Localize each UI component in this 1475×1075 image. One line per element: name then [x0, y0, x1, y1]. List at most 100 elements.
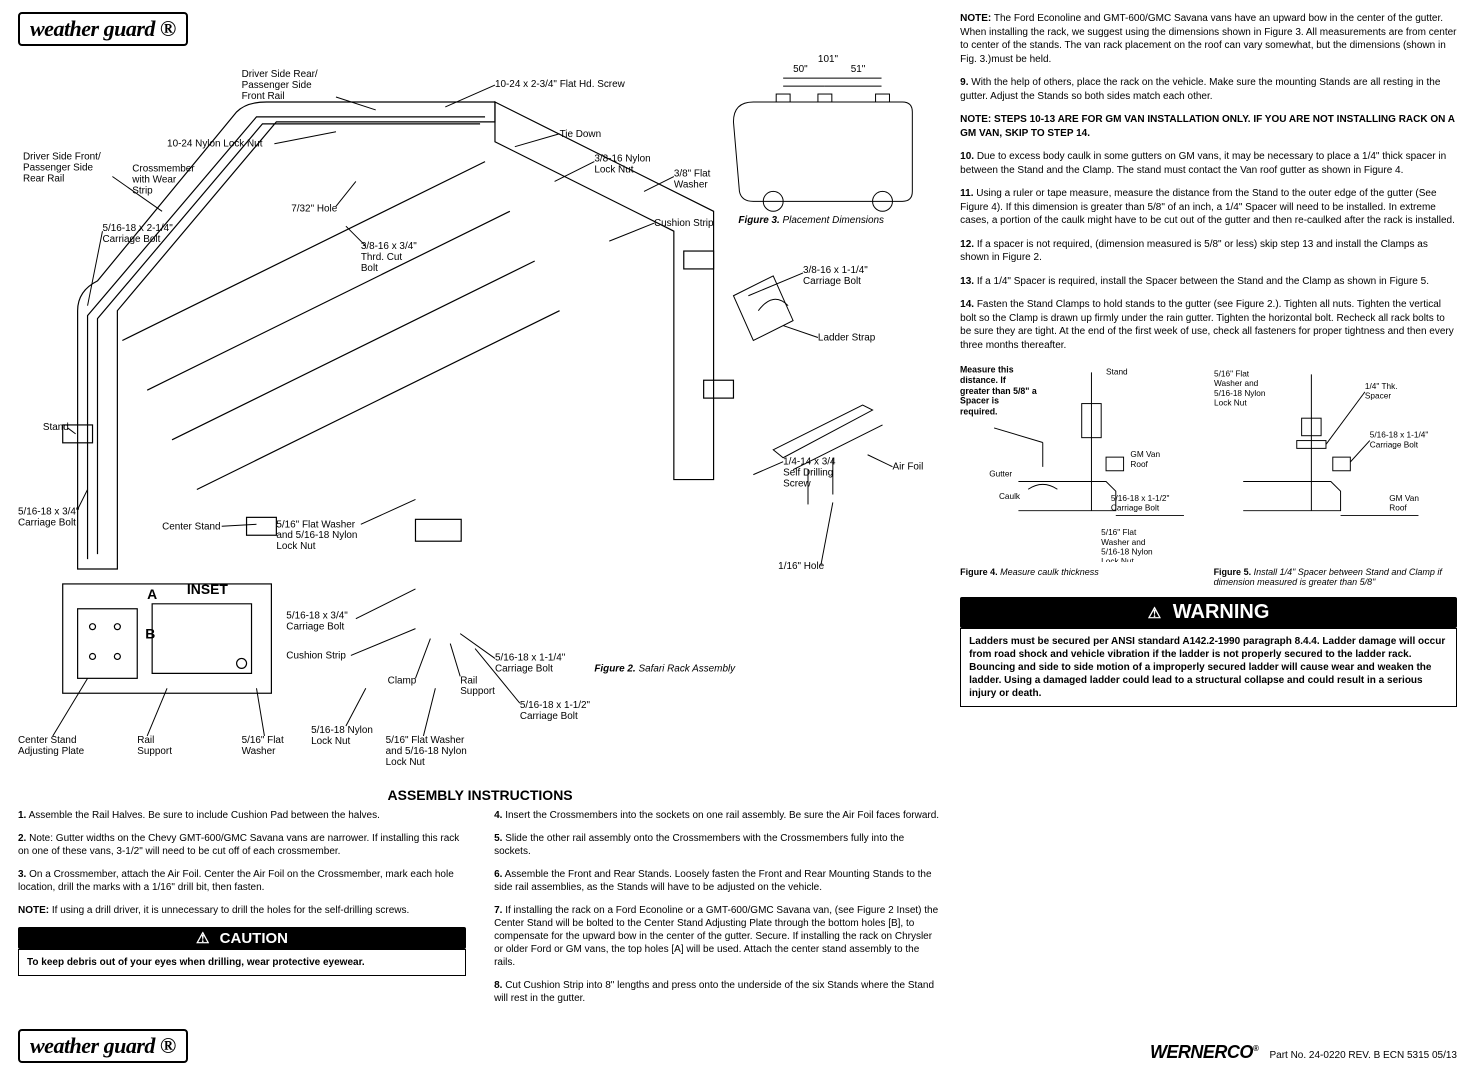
step-3: 3. On a Crossmember, attach the Air Foil… — [18, 868, 466, 894]
note-ford: NOTE: The Ford Econoline and GMT-600/GMC… — [960, 12, 1457, 66]
step-note-drill: NOTE: If using a drill driver, it is unn… — [18, 904, 466, 917]
page: weather guard ® — [18, 12, 1457, 1015]
lbl-516-flat-b: 5/16" FlatWasher — [242, 735, 284, 757]
lbl-stand: Stand — [43, 422, 69, 433]
lbl-516-nylon-b: 5/16-18 NylonLock Nut — [311, 725, 373, 747]
step-8: 8. Cut Cushion Strip into 8" lengths and… — [494, 979, 942, 1005]
lbl-rail-support-b: RailSupport — [137, 735, 172, 757]
caution-body: To keep debris out of your eyes when dri… — [18, 949, 466, 976]
step-1: 1. Assemble the Rail Halves. Be sure to … — [18, 809, 466, 822]
fig4-caption: Figure 4. Measure caulk thickness — [960, 567, 1203, 577]
warning-banner: ⚠ WARNING — [960, 597, 1457, 628]
wernerco-logo: WERNERCO® — [1150, 1042, 1258, 1062]
lbl-clamp: Clamp — [388, 675, 417, 686]
step-7: 7. If installing the rack on a Ford Econ… — [494, 904, 942, 969]
lbl-fig3: Figure 3. Placement Dimensions — [738, 215, 884, 226]
main-diagram: Driver Side Rear/Passenger SideFront Rai… — [18, 50, 942, 780]
note-gm-only: NOTE: STEPS 10-13 ARE FOR GM VAN INSTALL… — [960, 113, 1457, 140]
fig4-caulk-label: Caulk — [999, 492, 1021, 501]
lbl-thrd-cut: 3/8-16 x 3/4"Thrd. CutBolt — [361, 241, 417, 274]
fig5-caption: Figure 5. Install 1/4" Spacer between St… — [1214, 567, 1457, 587]
lbl-tie-down: Tie Down — [560, 129, 602, 140]
figure-5-box: 5/16" FlatWasher and5/16-18 NylonLock Nu… — [1214, 362, 1457, 587]
lbl-center-adj: Center StandAdjusting Plate — [18, 735, 85, 757]
caution-label: CAUTION — [220, 930, 288, 947]
svg-text:GM VanRoof: GM VanRoof — [1131, 450, 1161, 469]
step-2: 2. Note: Gutter widths on the Chevy GMT-… — [18, 832, 466, 858]
lbl-self-drill: 1/4-14 x 3/4Self DrillingScrew — [783, 457, 836, 490]
step-13: 13. If a 1/4" Spacer is required, instal… — [960, 275, 1457, 289]
assembly-instructions-heading: ASSEMBLY INSTRUCTIONS — [18, 787, 942, 803]
lbl-letter-a: A — [147, 586, 157, 602]
lbl-516-34b: 5/16-18 x 3/4"Carriage Bolt — [286, 611, 348, 633]
lbl-crossmember: Crossmemberwith WearStrip — [131, 164, 195, 197]
fig4-stand-label: Stand — [1106, 367, 1128, 376]
lbl-driver-side-front: Driver Side Front/Passenger SideRear Rai… — [23, 152, 101, 185]
figure-4-svg: Measure this distance. If greater than 5… — [960, 362, 1203, 562]
lbl-driver-side-rear: Driver Side Rear/Passenger SideFront Rai… — [242, 69, 318, 102]
lbl-center-stand: Center Stand — [162, 521, 220, 532]
caution-banner: ⚠ CAUTION — [18, 927, 466, 949]
step-10: 10. Due to excess body caulk in some gut… — [960, 150, 1457, 177]
footer-right: WERNERCO® Part No. 24-0220 REV. B ECN 53… — [1150, 1042, 1457, 1063]
lbl-letter-b: B — [145, 626, 155, 642]
svg-text:1/4" Thk.Spacer: 1/4" Thk.Spacer — [1364, 382, 1397, 401]
lbl-516-flat-note: 5/16" Flat Washerand 5/16-18 NylonLock N… — [276, 519, 357, 552]
step-6: 6. Assemble the Front and Rear Stands. L… — [494, 868, 942, 894]
svg-text:5/16-18 x 1-1/2"Carriage Bolt: 5/16-18 x 1-1/2"Carriage Bolt — [1111, 494, 1170, 513]
step-14: 14. Fasten the Stand Clamps to hold stan… — [960, 298, 1457, 352]
lbl-516-34a: 5/16-18 x 3/4"Carriage Bolt — [18, 506, 80, 528]
brand-trademark: ® — [160, 16, 176, 41]
step-9: 9. With the help of others, place the ra… — [960, 76, 1457, 103]
lbl-van-51: 51" — [851, 64, 866, 75]
lbl-fig2: Figure 2. Safari Rack Assembly — [594, 663, 736, 674]
lbl-38-nylon: 3/8-16 NylonLock Nut — [594, 154, 650, 176]
warning-triangle-icon: ⚠ — [196, 929, 209, 947]
page-footer: weather guard ® WERNERCO® Part No. 24-02… — [18, 1029, 1457, 1063]
step-11: 11. Using a ruler or tape measure, measu… — [960, 187, 1457, 228]
warning-triangle-icon: ⚠ — [1148, 604, 1161, 622]
part-number: Part No. 24-0220 REV. B ECN 5315 05/13 — [1269, 1050, 1457, 1061]
left-column: weather guard ® — [18, 12, 942, 1015]
lbl-ladder-strap: Ladder Strap — [818, 332, 876, 343]
figure-4-box: Measure this distance. If greater than 5… — [960, 362, 1203, 587]
right-column: NOTE: The Ford Econoline and GMT-600/GMC… — [960, 12, 1457, 1015]
right-text-block: NOTE: The Ford Econoline and GMT-600/GMC… — [960, 12, 1457, 352]
lbl-732-hole: 7/32" Hole — [291, 203, 337, 214]
brand-name-text: weather guard — [30, 16, 155, 41]
figures-4-5-row: Measure this distance. If greater than 5… — [960, 362, 1457, 587]
lbl-rail-support: RailSupport — [460, 675, 495, 697]
footer-brand-logo: weather guard ® — [18, 1029, 188, 1063]
svg-text:5/16-18 x 1-1/4"Carriage Bolt: 5/16-18 x 1-1/4"Carriage Bolt — [1369, 431, 1428, 450]
lbl-1024-nut: 10-24 Nylon Lock Nut — [167, 139, 263, 150]
lbl-van-101: 101" — [818, 54, 839, 65]
fig4-gutter-label: Gutter — [989, 470, 1012, 479]
lbl-516-114: 5/16-18 x 1-1/4"Carriage Bolt — [495, 652, 566, 674]
lbl-air-foil: Air Foil — [892, 462, 923, 473]
lbl-van-50: 50" — [793, 64, 808, 75]
lbl-cushion-bot: Cushion Strip — [286, 650, 346, 661]
step-4: 4. Insert the Crossmembers into the sock… — [494, 809, 942, 822]
lbl-38-114: 3/8-16 x 1-1/4"Carriage Bolt — [803, 265, 868, 287]
figure-5-svg: 5/16" FlatWasher and5/16-18 NylonLock Nu… — [1214, 362, 1457, 562]
lbl-516-flat-b2: 5/16" Flat Washerand 5/16-18 NylonLock N… — [386, 735, 467, 768]
step-12: 12. If a spacer is not required, (dimens… — [960, 238, 1457, 265]
instructions-left-half: 1. Assemble the Rail Halves. Be sure to … — [18, 809, 466, 1015]
warning-label: WARNING — [1173, 601, 1270, 623]
fig4-measure-note: Measure this distance. If greater than 5… — [960, 365, 1038, 418]
footer-brand-trademark: ® — [160, 1033, 176, 1058]
lbl-cushion-top: Cushion Strip — [654, 218, 714, 229]
brand-logo: weather guard ® — [18, 12, 188, 46]
svg-text:5/16" FlatWasher and5/16-18 Ny: 5/16" FlatWasher and5/16-18 NylonLock Nu… — [1214, 369, 1266, 407]
footer-brand-text: weather guard — [30, 1033, 155, 1058]
instruction-columns: 1. Assemble the Rail Halves. Be sure to … — [18, 809, 942, 1015]
lbl-516-112: 5/16-18 x 1-1/2"Carriage Bolt — [520, 700, 591, 722]
lbl-116-hole: 1/16" Hole — [778, 561, 824, 572]
instructions-mid-half: 4. Insert the Crossmembers into the sock… — [494, 809, 942, 1015]
step-5: 5. Slide the other rail assembly onto th… — [494, 832, 942, 858]
warning-body: Ladders must be secured per ANSI standar… — [960, 628, 1457, 707]
lbl-flat-hd-screw: 10-24 x 2-3/4" Flat Hd. Screw — [495, 79, 626, 90]
svg-text:GM VanRoof: GM VanRoof — [1389, 494, 1419, 513]
svg-text:5/16" FlatWasher and5/16-18 Ny: 5/16" FlatWasher and5/16-18 NylonLock Nu… — [1101, 528, 1153, 562]
lbl-38-washer: 3/8" FlatWasher — [674, 169, 711, 191]
